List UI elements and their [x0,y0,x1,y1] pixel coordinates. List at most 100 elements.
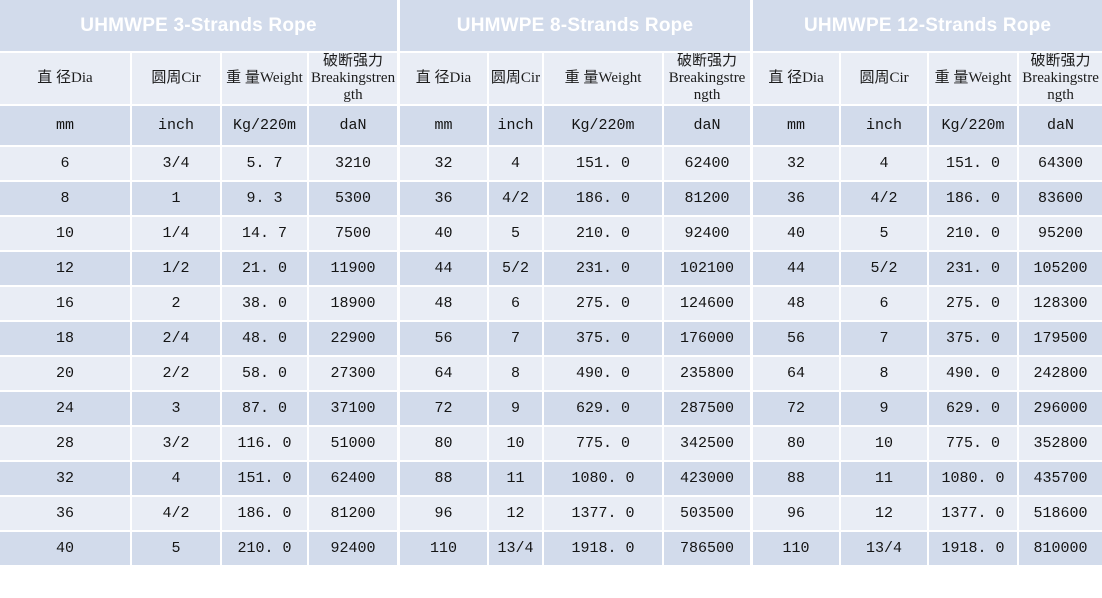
unit-cell: inch [487,104,545,147]
data-cell: 10 [0,215,132,252]
data-row: 80 10 775. 0 352800 [752,425,1102,462]
data-cell: 151. 0 [542,145,665,182]
data-cell: 72 [752,390,842,427]
data-row: 44 5/2 231. 0 105200 [752,250,1102,287]
data-cell: 4/2 [839,180,930,217]
data-row: 32 4 151. 0 62400 [0,460,399,497]
data-row: 88 11 1080. 0 435700 [752,460,1102,497]
data-cell: 18900 [306,285,399,322]
data-cell: 12 [487,495,545,532]
data-row: 36 4/2 186. 0 83600 [752,180,1102,217]
section-title: UHMWPE 3-Strands Rope [0,0,399,53]
data-row: 110 13/4 1918. 0 810000 [752,530,1102,566]
column-header-row: 直 径Dia 圆周Cir 重 量Weight 破断强力Breakingstrength [0,51,399,106]
data-cell: 80 [752,425,842,462]
data-row: 28 3/2 116. 0 51000 [0,425,399,462]
data-row: 64 8 490. 0 235800 [399,355,752,392]
data-cell: 5300 [306,180,399,217]
unit-cell: daN [306,104,399,147]
section-title: UHMWPE 12-Strands Rope [752,0,1102,53]
data-cell: 16 [0,285,132,322]
unit-cell: mm [399,104,490,147]
data-cell: 64 [399,355,490,392]
data-cell: 810000 [1017,530,1102,566]
data-cell: 210. 0 [220,530,309,566]
data-cell: 56 [752,320,842,357]
data-cell: 87. 0 [220,390,309,427]
data-row: 24 3 87. 0 37100 [0,390,399,427]
data-row: 40 5 210. 0 95200 [752,215,1102,252]
data-row: 80 10 775. 0 342500 [399,425,752,462]
data-row: 72 9 629. 0 296000 [752,390,1102,427]
data-cell: 2/2 [130,355,222,392]
section-body-8-strands: UHMWPE 8-Strands Rope 直 径Dia 圆周Cir 重 量Weig… [399,0,752,566]
data-cell: 80 [399,425,490,462]
data-row: 6 3/4 5. 7 3210 [0,145,399,182]
data-cell: 210. 0 [542,215,665,252]
data-cell: 18 [0,320,132,357]
rope-table-3-strands: UHMWPE 3-Strands Rope 直 径Dia 圆周Cir 重 量Weig… [0,0,399,566]
data-cell: 786500 [662,530,752,566]
data-cell: 27300 [306,355,399,392]
data-cell: 1080. 0 [542,460,665,497]
section-body-12-strands: UHMWPE 12-Strands Rope 直 径Dia 圆周Cir 重 量Wei… [752,0,1102,566]
data-cell: 423000 [662,460,752,497]
col-header-cell: 圆周Cir [839,51,930,106]
data-row: 36 4/2 186. 0 81200 [0,495,399,532]
data-cell: 4/2 [487,180,545,217]
col-header-cell: 重 量Weight [927,51,1020,106]
data-cell: 48. 0 [220,320,309,357]
data-cell: 12 [839,495,930,532]
data-cell: 5 [130,530,222,566]
data-cell: 36 [752,180,842,217]
data-cell: 38. 0 [220,285,309,322]
units-row: mm inch Kg/220m daN [399,104,752,147]
data-cell: 352800 [1017,425,1102,462]
data-row: 20 2/2 58. 0 27300 [0,355,399,392]
data-cell: 231. 0 [542,250,665,287]
data-cell: 375. 0 [542,320,665,357]
data-cell: 1918. 0 [542,530,665,566]
data-cell: 3/2 [130,425,222,462]
data-cell: 186. 0 [542,180,665,217]
data-cell: 5 [487,215,545,252]
rope-table-12-strands: UHMWPE 12-Strands Rope 直 径Dia 圆周Cir 重 量Wei… [752,0,1102,566]
data-cell: 88 [399,460,490,497]
data-cell: 503500 [662,495,752,532]
data-cell: 102100 [662,250,752,287]
unit-cell: Kg/220m [927,104,1020,147]
data-cell: 151. 0 [220,460,309,497]
data-row: 48 6 275. 0 128300 [752,285,1102,322]
data-cell: 1080. 0 [927,460,1020,497]
data-cell: 11900 [306,250,399,287]
data-cell: 375. 0 [927,320,1020,357]
data-cell: 95200 [1017,215,1102,252]
data-cell: 5 [839,215,930,252]
data-cell: 235800 [662,355,752,392]
data-cell: 62400 [306,460,399,497]
data-cell: 62400 [662,145,752,182]
data-cell: 40 [752,215,842,252]
data-cell: 40 [0,530,132,566]
units-row: mm inch Kg/220m daN [0,104,399,147]
data-cell: 14. 7 [220,215,309,252]
data-cell: 64 [752,355,842,392]
data-cell: 5/2 [839,250,930,287]
col-header-cell: 直 径Dia [399,51,490,106]
col-header-cell: 直 径Dia [752,51,842,106]
unit-cell: daN [662,104,752,147]
data-cell: 2 [130,285,222,322]
data-cell: 6 [0,145,132,182]
col-header-cell: 圆周Cir [487,51,545,106]
data-cell: 32 [399,145,490,182]
data-cell: 1377. 0 [542,495,665,532]
unit-cell: daN [1017,104,1102,147]
data-cell: 8 [487,355,545,392]
data-cell: 435700 [1017,460,1102,497]
data-cell: 490. 0 [927,355,1020,392]
data-cell: 110 [399,530,490,566]
data-cell: 92400 [306,530,399,566]
data-cell: 629. 0 [542,390,665,427]
data-row: 12 1/2 21. 0 11900 [0,250,399,287]
data-cell: 13/4 [487,530,545,566]
